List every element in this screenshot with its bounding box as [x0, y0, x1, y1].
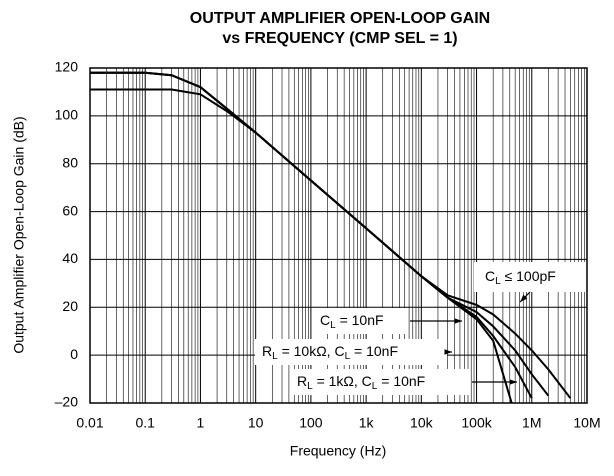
y-tick-label: 100: [55, 107, 79, 123]
x-tick-label: 100: [299, 415, 323, 431]
x-tick-label: 10M: [573, 415, 600, 431]
y-tick-label: 0: [70, 346, 78, 362]
x-tick-label: 1M: [522, 415, 541, 431]
x-tick-label: 0.1: [135, 415, 155, 431]
plot-frame: [89, 67, 588, 404]
y-axis-label: Output Amplifier Open-Loop Gain (dB): [11, 116, 27, 353]
annotation-part: R: [297, 373, 307, 389]
annotation-part: L: [345, 351, 351, 362]
arrow-head: [444, 349, 452, 355]
x-tick-label: 0.01: [76, 415, 103, 431]
y-tick-label: 40: [62, 250, 78, 266]
annotation-part: L: [330, 320, 336, 331]
annotation: CL ≤ 100pF: [485, 268, 556, 287]
annotation-part: L: [307, 381, 313, 392]
line: [90, 88, 513, 403]
annotation-box: [255, 339, 447, 365]
x-axis-label: Frequency (Hz): [290, 443, 386, 459]
annotation-part: C: [485, 268, 495, 284]
annotation-part: ≤ 100pF: [501, 268, 556, 284]
annotation: RL = 10kΩ, CL = 10nF: [262, 343, 398, 362]
annotation-part: = 10kΩ, C: [278, 343, 345, 359]
y-tick-label: –20: [55, 394, 79, 410]
annotation: CL = 10nF: [320, 312, 384, 331]
annotation-box: [474, 262, 586, 292]
annotation-part: = 10nF: [336, 312, 384, 328]
y-tick-label: 60: [62, 202, 78, 218]
annotation-part: L: [272, 351, 278, 362]
annotation-box: [290, 369, 470, 395]
annotation-part: = 10nF: [350, 343, 398, 359]
annotation-box: [312, 308, 407, 334]
y-tick-label: 80: [62, 154, 78, 170]
y-tick-label: 120: [55, 59, 79, 75]
arrow-head: [520, 294, 528, 302]
arrow-head: [509, 379, 517, 385]
x-tick-label: 100k: [461, 415, 492, 431]
annotation-part: R: [262, 343, 272, 359]
x-tick-label: 10: [248, 415, 264, 431]
x-tick-label: 1: [197, 415, 205, 431]
annotation-part: = 1kΩ, C: [313, 373, 372, 389]
curves: [90, 71, 572, 403]
arrow-head: [454, 318, 462, 324]
chart-title: vs FREQUENCY (CMP SEL = 1): [222, 30, 457, 47]
y-tick-label: 20: [62, 298, 78, 314]
annotation-part: L: [495, 276, 501, 287]
annotation-part: = 10nF: [377, 373, 425, 389]
annotation: RL = 1kΩ, CL = 10nF: [297, 373, 425, 392]
x-tick-label: 10k: [410, 415, 434, 431]
annotation-part: C: [320, 312, 330, 328]
x-tick-label: 1k: [359, 415, 375, 431]
chart-title: OUTPUT AMPLIFIER OPEN-LOOP GAIN: [190, 10, 490, 27]
annotation-part: L: [372, 381, 378, 392]
